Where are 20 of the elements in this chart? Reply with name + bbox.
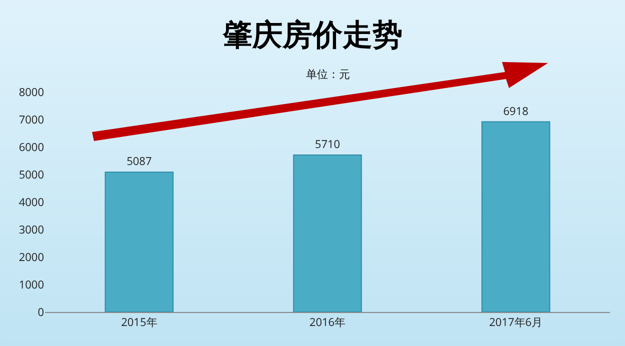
y-tick-label: 2000 (18, 250, 44, 265)
y-tick-label: 7000 (18, 112, 44, 128)
data-label: 6918 (503, 104, 528, 119)
y-tick-label: 4000 (18, 194, 44, 210)
bar (104, 172, 174, 312)
x-tick-label: 2017年6月 (489, 315, 543, 330)
data-label: 5710 (314, 136, 340, 152)
chart-subtitle: 单位：元 (306, 68, 350, 81)
y-tick-label: 3000 (18, 222, 44, 238)
data-label: 5087 (126, 154, 152, 170)
y-tick-label: 1000 (18, 277, 44, 292)
y-tick-label: 5000 (18, 167, 44, 182)
y-tick-label: 6000 (18, 140, 44, 155)
bar (293, 154, 362, 312)
x-tick-label: 2016年 (309, 315, 346, 330)
chart-title: 肇庆房价走势 (222, 18, 402, 54)
x-tick-label: 2015年 (121, 315, 158, 330)
y-tick-label: 8000 (18, 84, 44, 100)
bar (481, 121, 550, 312)
y-tick-label: 0 (38, 304, 44, 320)
